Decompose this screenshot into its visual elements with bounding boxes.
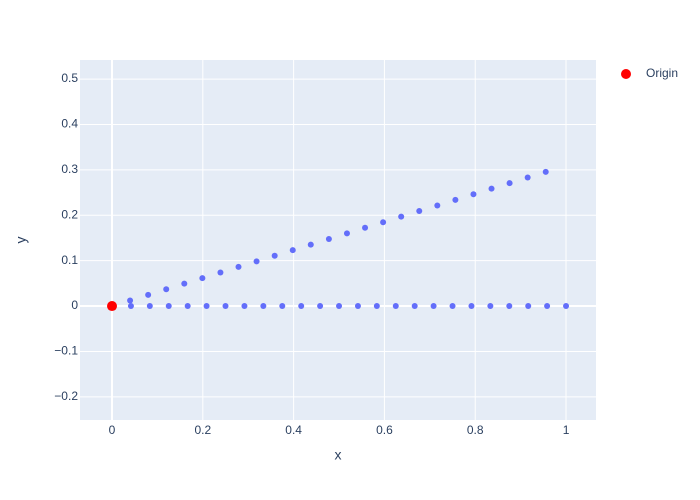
point [317,303,324,310]
point [146,303,153,310]
point [506,303,513,310]
point [127,297,134,304]
point [298,303,305,310]
x-tick-label: 0.8 [467,423,484,437]
point [145,291,152,298]
point [181,280,188,287]
legend-marker [621,69,631,79]
point [199,275,206,282]
y-tick-label: 0.3 [61,162,78,176]
point [289,247,296,254]
point [235,263,242,270]
point [525,303,532,310]
point [222,303,229,310]
point [452,196,459,203]
point [163,286,170,293]
point [165,303,172,310]
y-tick-label: −0.1 [54,344,78,358]
point [343,230,350,237]
point [506,180,513,187]
point [107,301,118,312]
point [411,303,418,310]
point [398,213,405,220]
point [127,303,134,310]
x-tick-label: 0 [109,423,116,437]
point [487,303,494,310]
point [563,303,570,310]
point [524,174,531,181]
y-tick-label: −0.2 [54,389,78,403]
y-tick-label: 0 [71,298,78,312]
point [184,303,191,310]
point [470,191,477,198]
point [362,224,369,231]
point [392,303,399,310]
point [217,269,224,276]
point [434,202,441,209]
point [260,303,267,310]
point [354,303,361,310]
y-tick-label: 0.2 [61,207,78,221]
point [373,303,380,310]
point [253,258,260,265]
x-tick-label: 0.4 [285,423,302,437]
legend-label: Origin [646,66,678,80]
y-axis-title: y [13,237,29,244]
point [380,219,387,226]
point [203,303,210,310]
point [307,241,314,248]
y-tick-label: 0.4 [61,117,78,131]
x-axis-title: x [335,447,342,463]
point [416,208,423,215]
point [488,185,495,192]
point [430,303,437,310]
point [449,303,456,310]
point [241,303,248,310]
x-tick-label: 0.6 [376,423,393,437]
point [271,252,278,259]
point [336,303,343,310]
x-tick-label: 1 [563,423,570,437]
point [468,303,475,310]
point [544,303,551,310]
x-tick-label: 0.2 [194,423,211,437]
y-tick-label: 0.1 [61,253,78,267]
y-tick-label: 0.5 [61,71,78,85]
plot-area [80,60,596,420]
point [542,168,549,175]
point [279,303,286,310]
point [325,235,332,242]
